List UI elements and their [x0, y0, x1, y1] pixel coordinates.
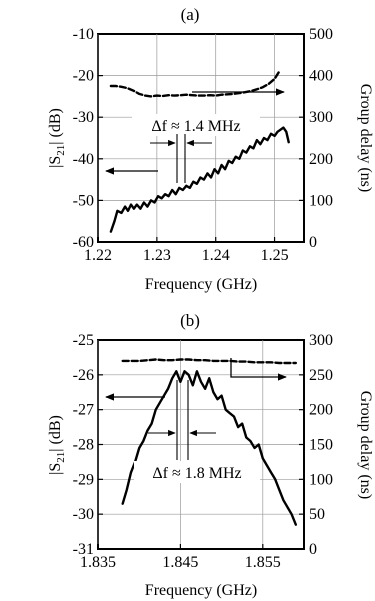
x-ticks-a: 1.22 1.23 1.24 1.25 [84, 237, 289, 264]
x-axis-label-a: Frequency (GHz) [145, 276, 257, 293]
delta-f-annotation-b: Δf ≈ 1.8 MHz [152, 465, 241, 482]
y2-tick-label: 50 [309, 506, 325, 523]
x-axis-label-b: Frequency (GHz) [145, 582, 257, 599]
y2-tick-label: 200 [309, 151, 333, 168]
y2-tick-label: 400 [309, 68, 333, 85]
y-tick-label: -60 [73, 234, 94, 251]
y-tick-label: -50 [73, 192, 94, 209]
y-axis-label-a: |S21| (dB) [47, 108, 67, 168]
y2-axis-label-a: Group delay (ns) [357, 84, 374, 192]
y2-tick-label: 100 [309, 471, 333, 488]
s21-series [109, 126, 290, 233]
y-tick-label: -10 [73, 26, 94, 43]
x-ticks-b: 1.835 1.845 1.855 [80, 544, 281, 571]
y-tick-label: -29 [73, 471, 94, 488]
y2-tick-label: 300 [309, 332, 333, 349]
x-tick-label: 1.835 [80, 554, 116, 571]
x-tick-label: 1.25 [261, 247, 289, 264]
y2-tick-label: 250 [309, 367, 333, 384]
y2-tick-label: 0 [309, 541, 317, 558]
grid-b [97, 340, 304, 549]
y-axis-label-b: |S21| (dB) [47, 415, 67, 475]
grid-a [97, 34, 304, 242]
arrow-to-right-axis-b [230, 358, 287, 381]
y2-ticks-a: 0 100 200 300 400 500 [299, 26, 333, 251]
y2-tick-label: 100 [309, 192, 333, 209]
y2-tick-label: 200 [309, 402, 333, 419]
y-ticks-a: -60 -50 -40 -30 -20 -10 [73, 26, 103, 251]
panel-label-b: (b) [180, 311, 200, 330]
series-b [121, 358, 297, 526]
y-tick-label: -31 [73, 541, 94, 558]
y-tick-label: -20 [73, 68, 94, 85]
panel-label-a: (a) [181, 5, 200, 24]
x-tick-label: 1.845 [162, 554, 198, 571]
group-delay-series [121, 358, 297, 365]
x-tick-label: 1.855 [245, 554, 281, 571]
y-tick-label: -26 [73, 367, 94, 384]
y2-ticks-b: 0 50 100 150 200 250 300 [299, 332, 333, 558]
y2-tick-label: 300 [309, 109, 333, 126]
y-tick-label: -30 [73, 109, 94, 126]
panel-b: (b) 1.835 1.845 1.855 -31 -30 -29 -28 -27 -26 -2… [47, 311, 374, 599]
y-tick-label: -28 [73, 437, 94, 454]
delta-f-annotation-a: Δf ≈ 1.4 MHz [151, 118, 240, 135]
annotation-bg-b [134, 461, 260, 483]
y-ticks-b: -31 -30 -29 -28 -27 -26 -25 [73, 332, 103, 558]
x-tick-label: 1.24 [202, 247, 230, 264]
x-tick-label: 1.22 [84, 247, 112, 264]
x-tick-label: 1.23 [143, 247, 171, 264]
series-a [109, 71, 290, 233]
s21-series [121, 370, 297, 526]
y2-tick-label: 0 [309, 234, 317, 251]
panel-a: (a) 1.22 1.23 1.24 1.25 -60-50-40-30-20-10 … [47, 5, 374, 293]
annotation-bg-a [132, 114, 260, 136]
y-tick-label: -30 [73, 506, 94, 523]
y-tick-label: -27 [73, 402, 94, 419]
group-delay-series [109, 71, 280, 98]
y2-tick-label: 500 [309, 26, 333, 43]
y-tick-label: -40 [73, 151, 94, 168]
y2-tick-label: 150 [309, 437, 333, 454]
y-tick-label: -25 [73, 332, 94, 349]
y2-axis-label-b: Group delay (ns) [357, 391, 374, 499]
